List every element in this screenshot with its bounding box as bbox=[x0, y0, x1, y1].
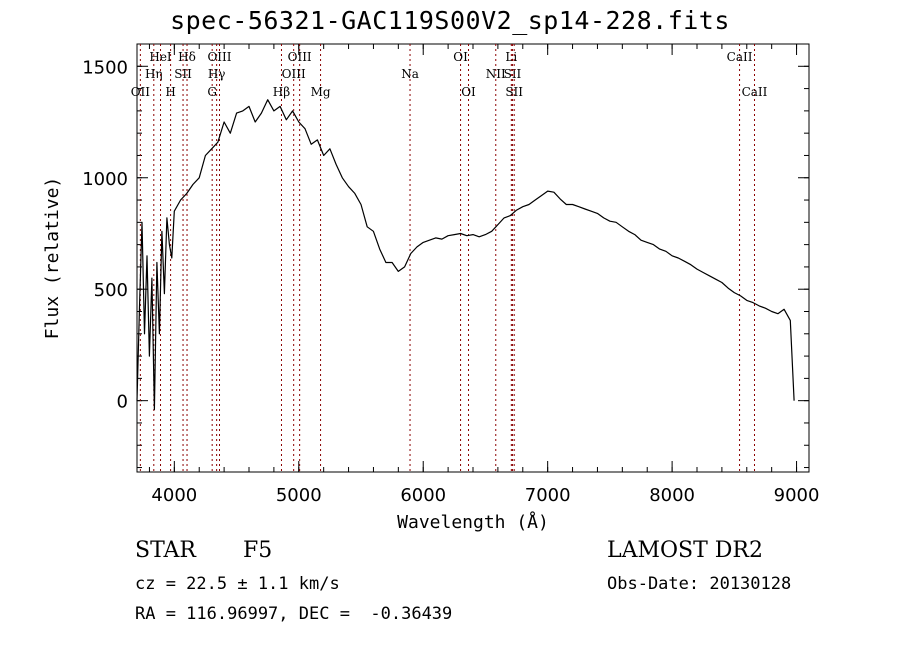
marker-label: CaII bbox=[727, 50, 753, 64]
marker-label: OIII bbox=[282, 67, 306, 81]
marker-label: Hη bbox=[145, 67, 163, 81]
marker-label: Na bbox=[401, 67, 419, 81]
x-tick-label: 9000 bbox=[774, 485, 820, 506]
emission-line-markers: OII Hη HeI H SII Hδ G Hγ OIII Hβ OIII OIII Mg Na OI OI N… bbox=[131, 44, 768, 472]
survey-name: LAMOST DR2 bbox=[607, 538, 763, 563]
flux-line bbox=[136, 99, 795, 411]
marker-label: OI bbox=[453, 50, 468, 64]
y-tick-label: 0 bbox=[117, 392, 128, 413]
y-tick-label: 1000 bbox=[82, 169, 128, 190]
y-tick-label: 500 bbox=[94, 280, 128, 301]
marker-label: SII bbox=[504, 67, 522, 81]
ra-dec-info: RA = 116.96997, DEC = -0.36439 bbox=[135, 604, 453, 624]
obs-date: Obs-Date: 20130128 bbox=[607, 574, 792, 594]
x-tick-label: 7000 bbox=[525, 485, 571, 506]
marker-label: OII bbox=[131, 85, 151, 99]
y-axis-label: Flux (relative) bbox=[42, 177, 63, 340]
x-tick-label: 4000 bbox=[151, 485, 197, 506]
marker-label: G bbox=[207, 85, 217, 99]
marker-label: SII bbox=[505, 85, 523, 99]
marker-label: OI bbox=[461, 85, 476, 99]
marker-label: Mg bbox=[311, 85, 331, 99]
marker-label: Li bbox=[505, 50, 517, 64]
axis-ticks: 4000 5000 6000 7000 8000 9000 0 500 1000 1500 bbox=[82, 43, 820, 506]
marker-label: OIII bbox=[288, 50, 312, 64]
y-tick-label: 1500 bbox=[82, 57, 128, 78]
x-axis-label: Wavelength (Å) bbox=[397, 511, 549, 533]
x-tick-label: 6000 bbox=[400, 485, 446, 506]
marker-label: NII bbox=[486, 67, 506, 81]
object-subclass: F5 bbox=[243, 538, 273, 563]
x-tick-label: 8000 bbox=[649, 485, 695, 506]
plot-frame bbox=[136, 43, 810, 473]
marker-label: CaII bbox=[742, 85, 768, 99]
redshift-info: cz = 22.5 ± 1.1 km/s bbox=[135, 574, 340, 594]
marker-label: Hβ bbox=[273, 85, 290, 99]
marker-label: Hγ bbox=[208, 67, 226, 81]
object-class: STAR bbox=[135, 538, 196, 563]
chart-title: spec-56321-GAC119S00V2_sp14-228.fits bbox=[170, 6, 730, 35]
marker-label: OIII bbox=[207, 50, 231, 64]
flux-series bbox=[136, 99, 795, 411]
marker-label: HeI bbox=[149, 50, 172, 64]
marker-label: SII bbox=[174, 67, 192, 81]
marker-label: H bbox=[165, 85, 175, 99]
marker-label: Hδ bbox=[178, 50, 196, 64]
x-tick-label: 5000 bbox=[276, 485, 322, 506]
